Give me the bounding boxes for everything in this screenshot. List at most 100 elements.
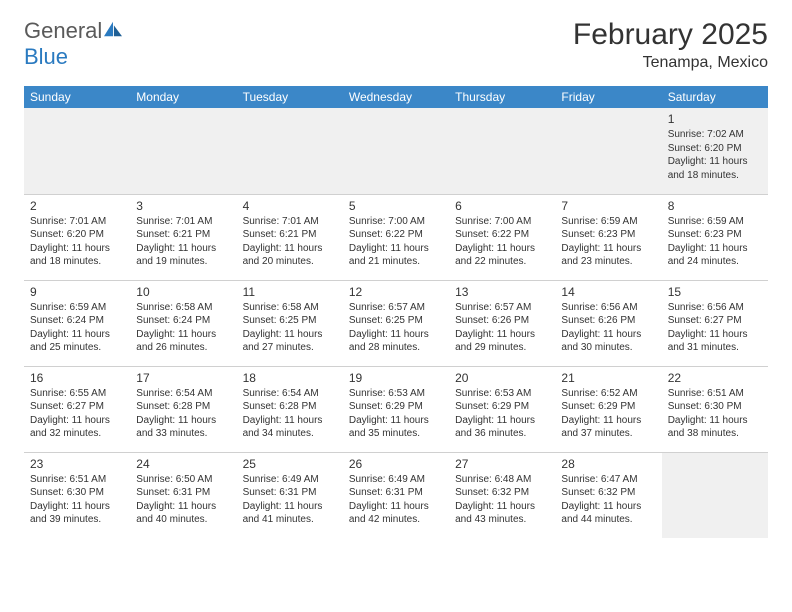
sunset-text: Sunset: 6:29 PM xyxy=(455,400,549,414)
sunrise-text: Sunrise: 6:59 AM xyxy=(668,215,762,229)
calendar-cell: 3Sunrise: 7:01 AMSunset: 6:21 PMDaylight… xyxy=(130,194,236,280)
daylight-text: Daylight: 11 hours and 20 minutes. xyxy=(243,242,337,269)
daylight-text: Daylight: 11 hours and 19 minutes. xyxy=(136,242,230,269)
sunrise-text: Sunrise: 6:53 AM xyxy=(455,387,549,401)
sunrise-text: Sunrise: 6:57 AM xyxy=(455,301,549,315)
sunset-text: Sunset: 6:30 PM xyxy=(668,400,762,414)
calendar-cell xyxy=(24,108,130,194)
day-number: 9 xyxy=(30,284,124,300)
daylight-text: Daylight: 11 hours and 23 minutes. xyxy=(561,242,655,269)
calendar-cell: 28Sunrise: 6:47 AMSunset: 6:32 PMDayligh… xyxy=(555,452,661,538)
daylight-text: Daylight: 11 hours and 36 minutes. xyxy=(455,414,549,441)
sunrise-text: Sunrise: 6:51 AM xyxy=(30,473,124,487)
calendar-row: 16Sunrise: 6:55 AMSunset: 6:27 PMDayligh… xyxy=(24,366,768,452)
day-number: 3 xyxy=(136,198,230,214)
sunrise-text: Sunrise: 6:51 AM xyxy=(668,387,762,401)
sunset-text: Sunset: 6:26 PM xyxy=(455,314,549,328)
sunrise-text: Sunrise: 6:59 AM xyxy=(561,215,655,229)
calendar-cell: 10Sunrise: 6:58 AMSunset: 6:24 PMDayligh… xyxy=(130,280,236,366)
sunset-text: Sunset: 6:32 PM xyxy=(561,486,655,500)
day-number: 10 xyxy=(136,284,230,300)
day-number: 28 xyxy=(561,456,655,472)
brand-logo: General Blue xyxy=(24,18,124,70)
weekday-monday: Monday xyxy=(130,86,236,108)
sunset-text: Sunset: 6:29 PM xyxy=(561,400,655,414)
sunrise-text: Sunrise: 6:59 AM xyxy=(30,301,124,315)
calendar-cell: 20Sunrise: 6:53 AMSunset: 6:29 PMDayligh… xyxy=(449,366,555,452)
sunrise-text: Sunrise: 7:01 AM xyxy=(136,215,230,229)
brand-general: General xyxy=(24,18,102,43)
sunset-text: Sunset: 6:29 PM xyxy=(349,400,443,414)
daylight-text: Daylight: 11 hours and 43 minutes. xyxy=(455,500,549,527)
daylight-text: Daylight: 11 hours and 35 minutes. xyxy=(349,414,443,441)
sunrise-text: Sunrise: 7:00 AM xyxy=(455,215,549,229)
day-number: 5 xyxy=(349,198,443,214)
sunrise-text: Sunrise: 6:58 AM xyxy=(136,301,230,315)
weekday-wednesday: Wednesday xyxy=(343,86,449,108)
sunset-text: Sunset: 6:28 PM xyxy=(243,400,337,414)
calendar-cell xyxy=(237,108,343,194)
day-number: 4 xyxy=(243,198,337,214)
day-number: 6 xyxy=(455,198,549,214)
day-number: 26 xyxy=(349,456,443,472)
sunrise-text: Sunrise: 7:01 AM xyxy=(30,215,124,229)
sunset-text: Sunset: 6:22 PM xyxy=(349,228,443,242)
daylight-text: Daylight: 11 hours and 21 minutes. xyxy=(349,242,443,269)
sunrise-text: Sunrise: 6:56 AM xyxy=(561,301,655,315)
sunrise-text: Sunrise: 6:53 AM xyxy=(349,387,443,401)
daylight-text: Daylight: 11 hours and 34 minutes. xyxy=(243,414,337,441)
sunrise-text: Sunrise: 6:54 AM xyxy=(136,387,230,401)
day-number: 23 xyxy=(30,456,124,472)
page-header: General Blue February 2025 Tenampa, Mexi… xyxy=(24,18,768,72)
sunset-text: Sunset: 6:22 PM xyxy=(455,228,549,242)
sunset-text: Sunset: 6:30 PM xyxy=(30,486,124,500)
calendar-row: 9Sunrise: 6:59 AMSunset: 6:24 PMDaylight… xyxy=(24,280,768,366)
sunset-text: Sunset: 6:31 PM xyxy=(136,486,230,500)
sunset-text: Sunset: 6:26 PM xyxy=(561,314,655,328)
calendar-cell: 17Sunrise: 6:54 AMSunset: 6:28 PMDayligh… xyxy=(130,366,236,452)
day-number: 1 xyxy=(668,111,762,127)
weekday-tuesday: Tuesday xyxy=(237,86,343,108)
day-number: 21 xyxy=(561,370,655,386)
daylight-text: Daylight: 11 hours and 26 minutes. xyxy=(136,328,230,355)
weekday-saturday: Saturday xyxy=(662,86,768,108)
calendar-row: 23Sunrise: 6:51 AMSunset: 6:30 PM Dayligh… xyxy=(24,452,768,538)
sunset-text: Sunset: 6:24 PM xyxy=(136,314,230,328)
sunset-text: Sunset: 6:27 PM xyxy=(30,400,124,414)
calendar-cell: 23Sunrise: 6:51 AMSunset: 6:30 PMDayligh… xyxy=(24,452,130,538)
calendar-cell: 18Sunrise: 6:54 AMSunset: 6:28 PMDayligh… xyxy=(237,366,343,452)
weekday-friday: Friday xyxy=(555,86,661,108)
day-number: 20 xyxy=(455,370,549,386)
daylight-text: Daylight: 11 hours and 18 minutes. xyxy=(668,155,762,182)
calendar-cell: 4Sunrise: 7:01 AMSunset: 6:21 PMDaylight… xyxy=(237,194,343,280)
sunset-text: Sunset: 6:25 PM xyxy=(243,314,337,328)
brand-blue: Blue xyxy=(24,44,68,69)
day-number: 17 xyxy=(136,370,230,386)
day-number: 16 xyxy=(30,370,124,386)
calendar-cell: 13Sunrise: 6:57 AMSunset: 6:26 PMDayligh… xyxy=(449,280,555,366)
sunrise-text: Sunrise: 7:01 AM xyxy=(243,215,337,229)
daylight-text: Daylight: 11 hours and 27 minutes. xyxy=(243,328,337,355)
calendar-cell xyxy=(130,108,236,194)
sunset-text: Sunset: 6:23 PM xyxy=(561,228,655,242)
sunrise-text: Sunrise: 6:56 AM xyxy=(668,301,762,315)
calendar-cell: 19Sunrise: 6:53 AMSunset: 6:29 PMDayligh… xyxy=(343,366,449,452)
daylight-text: Daylight: 11 hours and 18 minutes. xyxy=(30,242,124,269)
sunrise-text: Sunrise: 7:02 AM xyxy=(668,128,762,142)
calendar-cell: 25Sunrise: 6:49 AMSunset: 6:31 PMDayligh… xyxy=(237,452,343,538)
sunset-text: Sunset: 6:31 PM xyxy=(243,486,337,500)
day-number: 27 xyxy=(455,456,549,472)
daylight-text: Daylight: 11 hours and 22 minutes. xyxy=(455,242,549,269)
sunset-text: Sunset: 6:27 PM xyxy=(668,314,762,328)
day-number: 7 xyxy=(561,198,655,214)
daylight-text: Daylight: 11 hours and 42 minutes. xyxy=(349,500,443,527)
day-number: 24 xyxy=(136,456,230,472)
calendar-cell: 12Sunrise: 6:57 AMSunset: 6:25 PMDayligh… xyxy=(343,280,449,366)
day-number: 2 xyxy=(30,198,124,214)
calendar-row: 1Sunrise: 7:02 AMSunset: 6:20 PMDaylight… xyxy=(24,108,768,194)
daylight-text: Daylight: 11 hours and 44 minutes. xyxy=(561,500,655,527)
calendar-cell: 15Sunrise: 6:56 AMSunset: 6:27 PMDayligh… xyxy=(662,280,768,366)
day-number: 25 xyxy=(243,456,337,472)
sunrise-text: Sunrise: 6:49 AM xyxy=(349,473,443,487)
sunset-text: Sunset: 6:28 PM xyxy=(136,400,230,414)
